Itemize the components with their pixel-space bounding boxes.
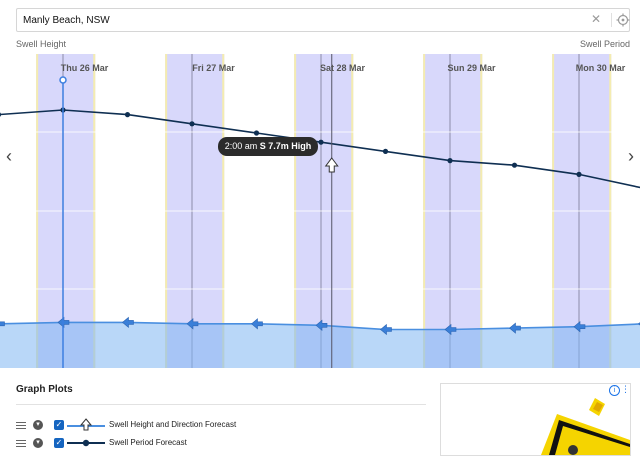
current-time-marker bbox=[60, 77, 66, 83]
chevron-left-icon[interactable]: ‹ bbox=[6, 146, 12, 167]
graph-plot-label: Swell Period Forecast bbox=[109, 438, 187, 447]
day-label: Mon 30 Mar bbox=[576, 63, 626, 73]
swell-height-axis-label: Swell Height bbox=[16, 39, 66, 49]
chart-tooltip: 2:00 am S 7.7m High bbox=[218, 137, 318, 156]
plot-checkbox[interactable]: ✓ bbox=[54, 420, 64, 430]
options-icon[interactable]: ▾ bbox=[33, 438, 43, 448]
day-label: Fri 27 Mar bbox=[192, 63, 235, 73]
options-icon[interactable]: ▾ bbox=[33, 420, 43, 430]
swell-period-point bbox=[318, 140, 323, 145]
swell-period-point bbox=[576, 172, 581, 177]
info-icon[interactable]: i bbox=[609, 385, 620, 396]
day-label: Sat 28 Mar bbox=[320, 63, 366, 73]
drag-handle-icon[interactable] bbox=[16, 438, 26, 449]
more-vert-icon[interactable]: ⋮ bbox=[621, 384, 630, 395]
divider bbox=[16, 404, 426, 405]
swell-forecast-chart[interactable]: Thu 26 Mar Fri 27 Mar Sat 28 Mar Sun 29 Mar… bbox=[0, 54, 640, 368]
tooltip-direction: S bbox=[260, 141, 266, 151]
ad-artwork bbox=[441, 384, 630, 455]
swell-period-axis-label: Swell Period bbox=[580, 39, 630, 49]
swell-period-point bbox=[189, 121, 194, 126]
plot-checkbox[interactable]: ✓ bbox=[54, 438, 64, 448]
tooltip-time: 2:00 am bbox=[225, 141, 258, 151]
day-label: Sun 29 Mar bbox=[447, 63, 496, 73]
swell-period-legend-icon bbox=[67, 436, 105, 450]
location-search-input[interactable] bbox=[23, 11, 583, 29]
swell-forecast-plot: Thu 26 Mar Fri 27 Mar Sat 28 Mar Sun 29 Mar… bbox=[0, 54, 640, 368]
close-icon[interactable]: ✕ bbox=[591, 12, 601, 26]
graph-plots-title: Graph Plots bbox=[16, 384, 73, 395]
location-search-bar: ✕ bbox=[16, 8, 630, 32]
swell-height-legend-icon bbox=[67, 418, 105, 432]
tooltip-height: 7.7m bbox=[268, 141, 289, 151]
chevron-right-icon[interactable]: › bbox=[628, 146, 634, 167]
swell-period-point bbox=[125, 112, 130, 117]
advertisement[interactable]: i ⋮ bbox=[440, 383, 631, 456]
swell-period-point bbox=[383, 149, 388, 154]
graph-plot-label: Swell Height and Direction Forecast bbox=[109, 420, 236, 429]
day-label: Thu 26 Mar bbox=[61, 63, 109, 73]
crosshair-icon[interactable] bbox=[611, 13, 630, 27]
swell-period-point bbox=[447, 158, 452, 163]
drag-handle-icon[interactable] bbox=[16, 420, 26, 431]
tooltip-rating: High bbox=[291, 141, 311, 151]
swell-period-point bbox=[512, 163, 517, 168]
swell-period-point bbox=[254, 130, 259, 135]
